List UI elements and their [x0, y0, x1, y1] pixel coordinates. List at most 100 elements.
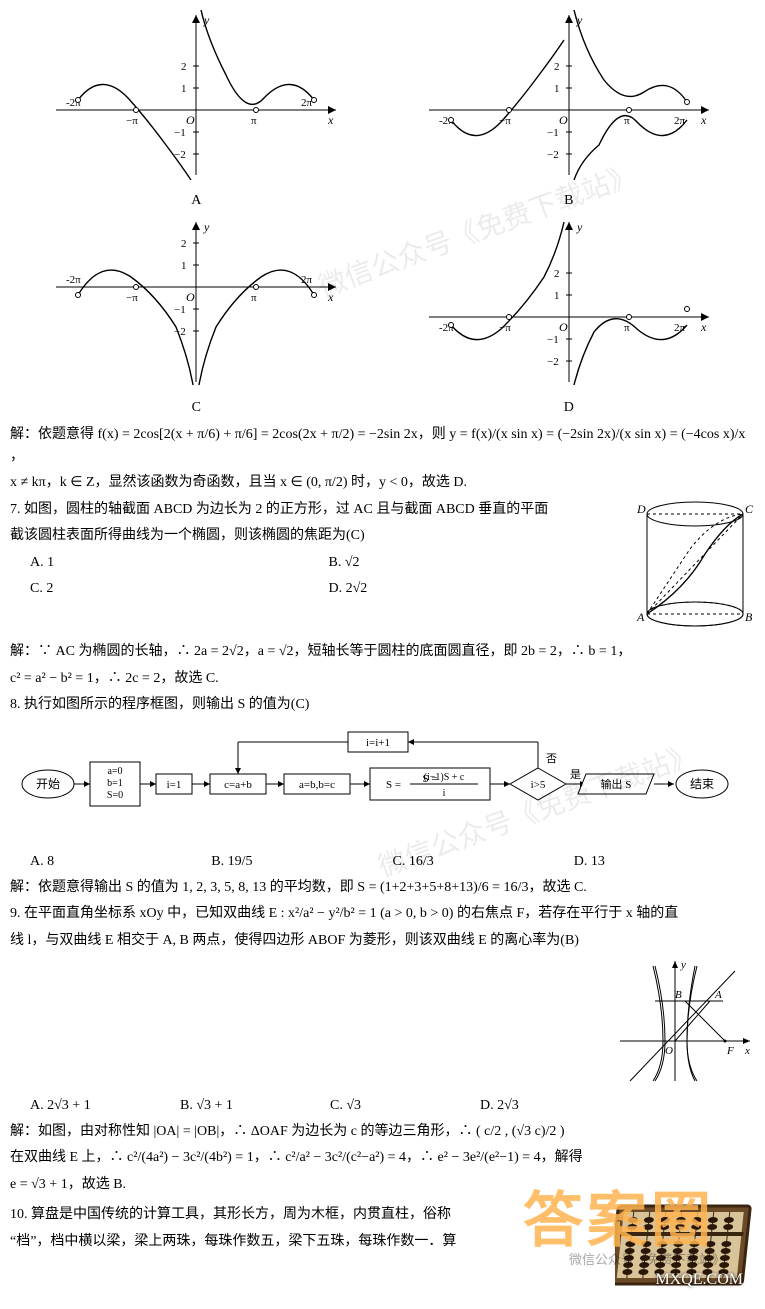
q7-optD: D. 2√2: [329, 578, 628, 600]
svg-text:(i−1)S + c: (i−1)S + c: [423, 772, 464, 783]
q7-optA: A. 1: [30, 552, 329, 574]
solution-7-line1: 解：∵ AC 为椭圆的长轴，∴ 2a = 2√2，a = √2，短轴长等于圆柱的…: [10, 641, 755, 663]
svg-text:−π: −π: [499, 322, 511, 334]
svg-text:O: O: [559, 113, 568, 127]
q8-optC: C. 16/3: [393, 851, 574, 873]
q9-line1: 9. 在平面直角坐标系 xOy 中，已知双曲线 E : x²/a² − y²/b…: [10, 903, 755, 925]
q7-optB: B. √2: [329, 552, 628, 574]
solution-6-line2: x ≠ kπ，k ∈ Z，显然该函数为奇函数，且当 x ∈ (0, π/2) 时…: [10, 472, 755, 494]
svg-text:1: 1: [181, 260, 187, 272]
svg-text:x: x: [327, 290, 334, 304]
solution-6-line1: 解：依题意得 f(x) = 2cos[2(x + π/6) + π/6] = 2…: [10, 424, 755, 469]
graph-row-2: y x O -2π −π π 2 π 1 2 −1 −2 C y: [10, 217, 755, 420]
graph-D: y x O -2π −π π 2π 1 2 −1 −2 D: [419, 217, 719, 420]
graph-C: y x O -2π −π π 2π 1 2 −1 −2 C: [46, 217, 346, 420]
q8-line1: 8. 执行如图所示的程序框图，则输出 S 的值为(C): [10, 694, 755, 716]
solution-9-line2: 在双曲线 E 上，∴ c²/(4a²) − 3c²/(4b²) = 1，∴ c²…: [10, 1147, 755, 1169]
q8-optB: B. 19/5: [211, 851, 392, 873]
svg-text:输出 S: 输出 S: [600, 777, 631, 791]
svg-text:O: O: [186, 113, 195, 127]
svg-text:1: 1: [181, 83, 187, 95]
flowchart: 开始 a=0 b=1 S=0 i=1 c=a+b a=b,b=c S = S =…: [10, 724, 755, 842]
q9-optD: D. 2√3: [480, 1095, 630, 1117]
solution-9-line1: 解：如图，由对称性知 |OA| = |OB|，∴ ΔOAF 为边长为 c 的等边…: [10, 1121, 755, 1143]
solution-9-line3: e = √3 + 1，故选 B.: [10, 1174, 755, 1196]
svg-text:π: π: [624, 322, 630, 334]
svg-text:π: π: [251, 115, 257, 127]
q7-optC: C. 2: [30, 578, 329, 600]
svg-text:b=1: b=1: [107, 778, 123, 789]
svg-text:−1: −1: [174, 304, 186, 316]
svg-text:结束: 结束: [689, 777, 713, 791]
svg-text:2: 2: [181, 238, 187, 250]
graph-row-1: y x O -2π −π π 2π 1 2 −1 −2 A: [10, 10, 755, 213]
svg-text:x: x: [700, 320, 707, 334]
graph-A-label: A: [46, 190, 346, 212]
svg-text:O: O: [665, 1045, 673, 1057]
svg-text:−2: −2: [547, 149, 559, 161]
graph-B: y x O -2π −π π 2π 1 2 −1 −2 B: [419, 10, 719, 213]
svg-text:O: O: [186, 290, 195, 304]
svg-text:−1: −1: [547, 127, 559, 139]
svg-text:i=1: i=1: [166, 779, 181, 791]
hyperbola-figure: x y O A B F: [615, 956, 755, 1094]
svg-text:是: 是: [570, 768, 581, 781]
svg-text:x: x: [744, 1045, 750, 1057]
svg-text:C: C: [745, 502, 754, 516]
svg-text:F: F: [726, 1045, 734, 1057]
svg-text:2: 2: [181, 61, 187, 73]
svg-text:S =: S =: [386, 779, 401, 791]
svg-text:S=0: S=0: [106, 790, 122, 801]
svg-text:2: 2: [554, 61, 560, 73]
svg-text:1: 1: [554, 290, 560, 302]
svg-text:c=a+b: c=a+b: [224, 779, 252, 791]
svg-text:−π: −π: [126, 115, 138, 127]
graph-C-label: C: [46, 397, 346, 419]
svg-text:−1: −1: [174, 127, 186, 139]
svg-text:D: D: [636, 502, 646, 516]
svg-text:y: y: [680, 959, 686, 971]
svg-text:i=i+1: i=i+1: [365, 737, 389, 749]
svg-text:a=0: a=0: [107, 766, 122, 777]
svg-text:y: y: [203, 220, 210, 234]
svg-text:a=b,b=c: a=b,b=c: [299, 779, 335, 791]
q9-optB: B. √3 + 1: [180, 1095, 330, 1117]
cylinder-figure: A B C D: [635, 499, 755, 637]
svg-text:i>5: i>5: [530, 779, 545, 791]
graph-D-label: D: [419, 397, 719, 419]
q9-optA: A. 2√3 + 1: [30, 1095, 180, 1117]
svg-text:x: x: [327, 113, 334, 127]
graph-A: y x O -2π −π π 2π 1 2 −1 −2 A: [46, 10, 346, 213]
svg-text:O: O: [559, 320, 568, 334]
q9-optC: C. √3: [330, 1095, 480, 1117]
svg-text:i: i: [442, 788, 445, 799]
svg-text:π: π: [251, 292, 257, 304]
svg-text:1: 1: [554, 83, 560, 95]
svg-text:2π: 2π: [674, 115, 686, 127]
q9-options: A. 2√3 + 1 B. √3 + 1 C. √3 D. 2√3: [30, 1095, 630, 1117]
q8-optA: A. 8: [30, 851, 211, 873]
svg-text:x: x: [700, 113, 707, 127]
svg-text:A: A: [636, 610, 645, 624]
svg-text:A: A: [714, 989, 722, 1001]
q9-line2: 线 l，与双曲线 E 相交于 A, B 两点，使得四边形 ABOF 为菱形，则该…: [10, 930, 755, 952]
flow-start-text: 开始: [35, 777, 59, 791]
svg-text:2π: 2π: [301, 97, 313, 109]
svg-text:B: B: [745, 610, 753, 624]
svg-text:y: y: [576, 220, 583, 234]
q8-optD: D. 13: [574, 851, 755, 873]
svg-text:−1: −1: [547, 334, 559, 346]
solution-7-line2: c² = a² − b² = 1，∴ 2c = 2，故选 C.: [10, 668, 755, 690]
graph-B-label: B: [419, 190, 719, 212]
svg-text:−π: −π: [126, 292, 138, 304]
svg-text:−2: −2: [547, 356, 559, 368]
q8-options: A. 8 B. 19/5 C. 16/3 D. 13: [30, 851, 755, 873]
solution-8: 解：依题意得输出 S 的值为 1, 2, 3, 5, 8, 13 的平均数，即 …: [10, 877, 755, 899]
abacus-figure: [615, 1200, 755, 1298]
svg-text:2: 2: [554, 268, 560, 280]
svg-text:-2π: -2π: [66, 274, 81, 286]
q7-options-row1: A. 1 B. √2: [30, 552, 627, 574]
svg-text:否: 否: [546, 753, 557, 765]
q7-options-row2: C. 2 D. 2√2: [30, 578, 627, 600]
svg-text:B: B: [675, 989, 682, 1001]
